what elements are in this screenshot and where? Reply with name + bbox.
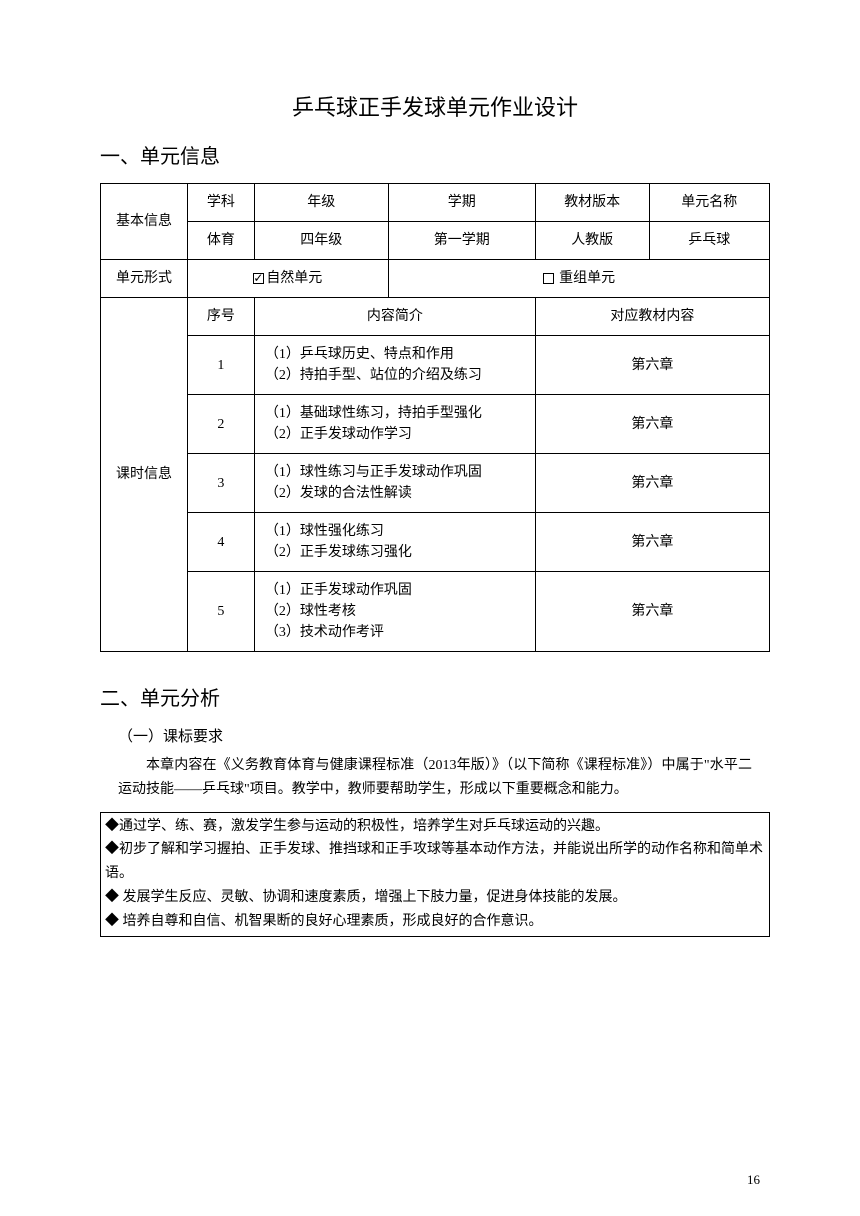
lesson-summary: （1）正手发球动作巩固（2）球性考核（3）技术动作考评 — [254, 572, 535, 652]
section-1-heading: 一、单元信息 — [100, 140, 770, 169]
lesson-summary: （1）基础球性练习，持拍手型强化（2）正手发球动作学习 — [254, 395, 535, 454]
lesson-header-summary: 内容简介 — [254, 298, 535, 336]
lesson-header-seq: 序号 — [187, 298, 254, 336]
unit-form-row: 单元形式 自然单元 重组单元 — [101, 260, 770, 298]
header-subject: 学科 — [187, 184, 254, 222]
value-unit-name: 乒乓球 — [649, 222, 769, 260]
bullet-item: ◆初步了解和学习握拍、正手发球、推挡球和正手攻球等基本动作方法，并能说出所学的动… — [105, 838, 765, 886]
table-value-row: 体育 四年级 第一学期 人教版 乒乓球 — [101, 222, 770, 260]
unit-form-opt1-text: 自然单元 — [266, 271, 322, 286]
header-textbook: 教材版本 — [535, 184, 649, 222]
lesson-ref: 第六章 — [535, 395, 769, 454]
header-unit-name: 单元名称 — [649, 184, 769, 222]
lesson-ref: 第六章 — [535, 572, 769, 652]
unit-form-option-1: 自然单元 — [187, 260, 388, 298]
basic-info-label: 基本信息 — [101, 184, 188, 260]
header-grade: 年级 — [254, 184, 388, 222]
lesson-seq: 4 — [187, 513, 254, 572]
page-container: 乒乓球正手发球单元作业设计 一、单元信息 基本信息 学科 年级 学期 教材版本 … — [0, 0, 860, 977]
checkbox-checked-icon — [253, 273, 264, 284]
unit-form-opt2-text: 重组单元 — [559, 271, 615, 286]
lesson-seq: 5 — [187, 572, 254, 652]
value-grade: 四年级 — [254, 222, 388, 260]
lesson-ref: 第六章 — [535, 454, 769, 513]
lesson-seq: 1 — [187, 336, 254, 395]
document-title: 乒乓球正手发球单元作业设计 — [100, 90, 770, 122]
lesson-info-label: 课时信息 — [101, 298, 188, 652]
unit-info-table: 基本信息 学科 年级 学期 教材版本 单元名称 体育 四年级 第一学期 人教版 … — [100, 183, 770, 652]
lesson-row: 1 （1）乒乓球历史、特点和作用（2）持拍手型、站位的介绍及练习 第六章 — [101, 336, 770, 395]
bullet-item: ◆通过学、练、赛，激发学生参与运动的积极性，培养学生对乒乓球运动的兴趣。 — [105, 815, 765, 839]
lesson-header-row: 课时信息 序号 内容简介 对应教材内容 — [101, 298, 770, 336]
lesson-seq: 3 — [187, 454, 254, 513]
lesson-row: 5 （1）正手发球动作巩固（2）球性考核（3）技术动作考评 第六章 — [101, 572, 770, 652]
bullet-cell: ◆通过学、练、赛，激发学生参与运动的积极性，培养学生对乒乓球运动的兴趣。 ◆初步… — [101, 812, 770, 936]
lesson-header-ref: 对应教材内容 — [535, 298, 769, 336]
checkbox-unchecked-icon — [543, 273, 554, 284]
subsection-2-1-heading: （一）课标要求 — [118, 725, 770, 746]
lesson-seq: 2 — [187, 395, 254, 454]
lesson-ref: 第六章 — [535, 336, 769, 395]
header-term: 学期 — [388, 184, 535, 222]
value-textbook: 人教版 — [535, 222, 649, 260]
bullet-box: ◆通过学、练、赛，激发学生参与运动的积极性，培养学生对乒乓球运动的兴趣。 ◆初步… — [100, 812, 770, 937]
page-number: 16 — [747, 1172, 760, 1188]
value-subject: 体育 — [187, 222, 254, 260]
lesson-row: 4 （1）球性强化练习（2）正手发球练习强化 第六章 — [101, 513, 770, 572]
lesson-summary: （1）球性练习与正手发球动作巩固（2）发球的合法性解读 — [254, 454, 535, 513]
bullet-item: ◆ 培养自尊和自信、机智果断的良好心理素质，形成良好的合作意识。 — [105, 910, 765, 934]
lesson-row: 2 （1）基础球性练习，持拍手型强化（2）正手发球动作学习 第六章 — [101, 395, 770, 454]
lesson-ref: 第六章 — [535, 513, 769, 572]
lesson-summary: （1）乒乓球历史、特点和作用（2）持拍手型、站位的介绍及练习 — [254, 336, 535, 395]
bullet-item: ◆ 发展学生反应、灵敏、协调和速度素质，增强上下肢力量，促进身体技能的发展。 — [105, 886, 765, 910]
value-term: 第一学期 — [388, 222, 535, 260]
unit-form-option-2: 重组单元 — [388, 260, 769, 298]
section-2-heading: 二、单元分析 — [100, 682, 770, 711]
lesson-summary: （1）球性强化练习（2）正手发球练习强化 — [254, 513, 535, 572]
lesson-row: 3 （1）球性练习与正手发球动作巩固（2）发球的合法性解读 第六章 — [101, 454, 770, 513]
unit-form-label: 单元形式 — [101, 260, 188, 298]
analysis-intro-text: 本章内容在《义务教育体育与健康课程标准（2013年版）》（以下简称《课程标准》）… — [118, 754, 752, 802]
table-header-row: 基本信息 学科 年级 学期 教材版本 单元名称 — [101, 184, 770, 222]
